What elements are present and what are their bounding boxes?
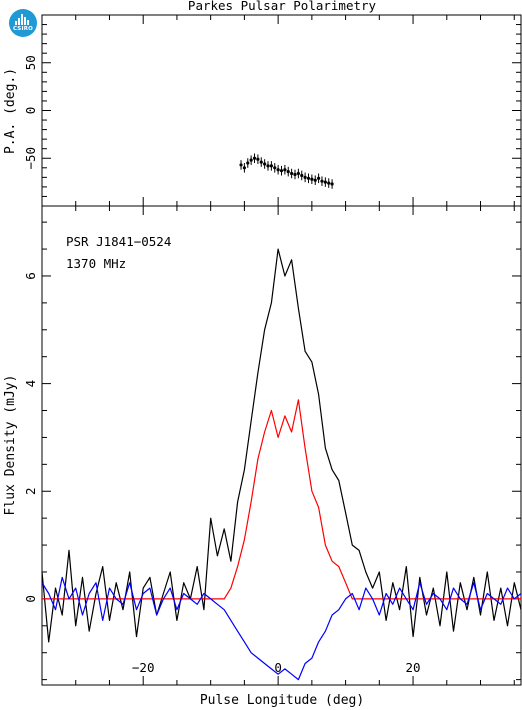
- profile-xtick-label: 0: [274, 660, 282, 675]
- pa-point: [249, 158, 253, 162]
- pa-point: [300, 173, 304, 178]
- profile-xlabel: Pulse Longitude (deg): [200, 693, 364, 708]
- pa-point: [266, 164, 270, 168]
- pa-point: [320, 179, 324, 183]
- pa-point: [256, 157, 260, 161]
- pa-ytick-label: −50: [23, 147, 38, 170]
- pa-point: [276, 168, 280, 172]
- pa-ytick-label: 50: [23, 55, 38, 70]
- profile-lines: [41, 248, 522, 681]
- chart-title: Parkes Pulsar Polarimetry: [188, 0, 377, 13]
- pa-point: [327, 181, 331, 185]
- pa-points: [239, 153, 334, 189]
- profile-xtick-label: 20: [406, 660, 421, 675]
- profile-panel-frame: [41, 205, 522, 686]
- pa-point: [242, 166, 246, 170]
- csiro-logo-bars-icon: [15, 14, 31, 25]
- pa-point: [310, 177, 314, 181]
- pa-point: [286, 170, 290, 174]
- pa-point: [306, 176, 311, 180]
- pa-point: [330, 182, 334, 186]
- pa-ticks: −50 0 50: [23, 15, 521, 206]
- pa-panel: P.A. (deg.) −50 0 50: [3, 14, 522, 207]
- profile-series-circular: [41, 576, 522, 681]
- pa-point: [259, 160, 263, 164]
- pa-ytick-label: 0: [23, 107, 38, 115]
- pa-point: [279, 169, 284, 173]
- pa-panel-frame: [41, 14, 522, 207]
- pa-point: [252, 156, 257, 160]
- pa-point: [246, 161, 250, 165]
- profile-ytick-label: 2: [23, 487, 38, 495]
- csiro-logo-text: CSIRO: [12, 26, 34, 32]
- profile-ytick-label: 0: [23, 595, 38, 603]
- pa-point: [293, 172, 297, 177]
- pa-point: [263, 162, 267, 166]
- pa-point: [239, 163, 243, 167]
- profile-ticks: −20 0 20 0 2 4 6: [23, 206, 521, 685]
- csiro-logo: CSIRO: [9, 9, 37, 37]
- pa-ylabel: P.A. (deg.): [3, 68, 18, 154]
- pa-point: [313, 178, 317, 182]
- profile-series-total: [41, 248, 522, 643]
- profile-ylabel: Flux Density (mJy): [3, 375, 18, 516]
- pa-point: [269, 164, 273, 168]
- pa-point: [317, 176, 321, 180]
- pa-point: [303, 175, 307, 179]
- pa-point: [273, 166, 277, 170]
- pa-point: [323, 180, 327, 184]
- profile-xtick-label: −20: [132, 660, 155, 675]
- pa-point: [283, 168, 287, 172]
- profile-ytick-label: 6: [23, 272, 38, 280]
- frequency-annotation: 1370 MHz: [66, 256, 126, 271]
- pa-point: [296, 171, 300, 176]
- profile-panel: Flux Density (mJy) Pulse Longitude (deg)…: [3, 205, 522, 708]
- profile-ytick-label: 4: [23, 380, 38, 388]
- pa-point: [290, 171, 294, 176]
- pulsar-name-annotation: PSR J1841−0524: [66, 234, 171, 249]
- profile-series-linear: [42, 399, 521, 600]
